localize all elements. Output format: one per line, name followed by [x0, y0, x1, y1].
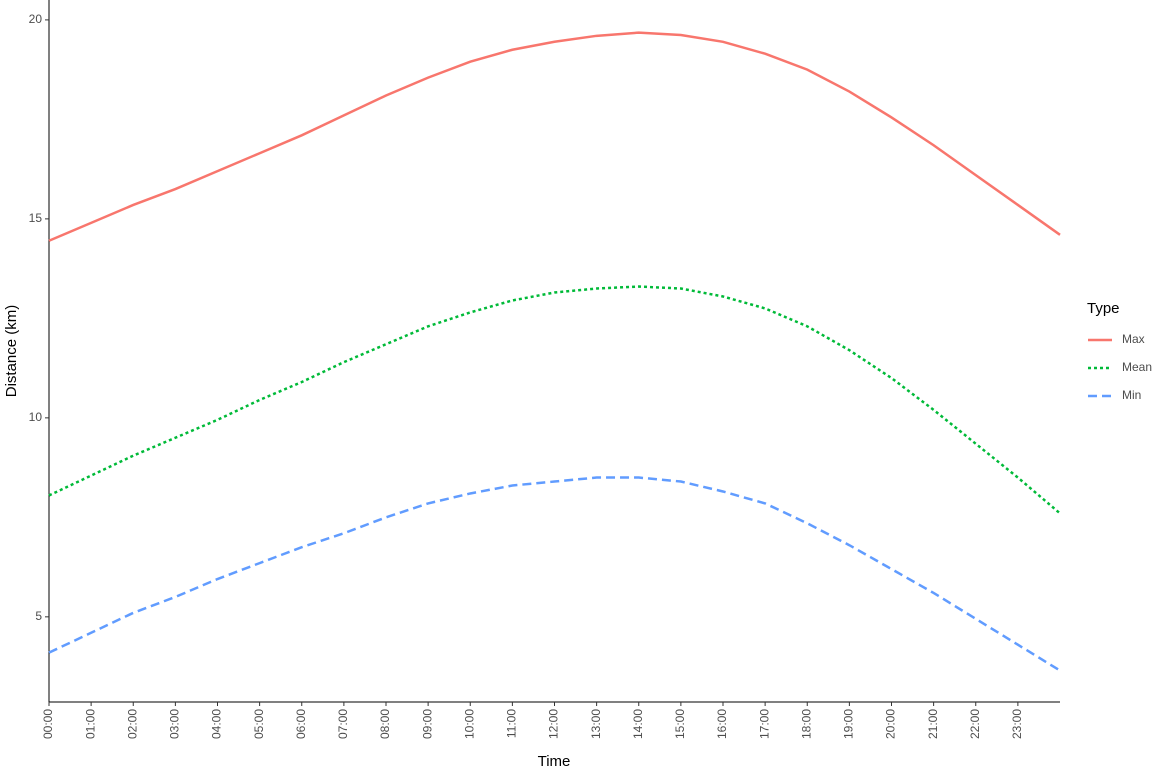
- x-tick-label: 22:00: [968, 709, 982, 739]
- x-tick-label: 07:00: [336, 709, 350, 739]
- y-tick-label: 15: [29, 211, 43, 225]
- series-line: [48, 476, 1061, 672]
- legend-label: Mean: [1122, 360, 1152, 374]
- y-tick-label: 5: [35, 609, 42, 623]
- x-tick-label: 16:00: [715, 709, 729, 739]
- x-tick-label: 05:00: [252, 709, 266, 739]
- x-tick-label: 09:00: [420, 709, 434, 739]
- x-axis-title: Time: [538, 753, 571, 770]
- x-tick-label: 14:00: [631, 709, 645, 739]
- x-tick-label: 00:00: [41, 709, 55, 739]
- series-line: [48, 285, 1061, 515]
- series-line: [48, 31, 1061, 242]
- x-tick-label: 08:00: [378, 709, 392, 739]
- x-tick-label: 15:00: [673, 709, 687, 739]
- x-tick-label: 18:00: [799, 709, 813, 739]
- x-tick-label: 02:00: [125, 709, 139, 739]
- x-tick-label: 04:00: [210, 709, 224, 739]
- x-tick-label: 11:00: [505, 709, 519, 738]
- x-tick-label: 17:00: [757, 709, 771, 739]
- x-tick-label: 01:00: [83, 709, 97, 739]
- y-tick-label: 20: [29, 12, 43, 26]
- x-tick-label: 20:00: [884, 709, 898, 739]
- x-tick-label: 23:00: [1010, 709, 1024, 739]
- x-tick-label: 21:00: [926, 709, 940, 739]
- x-tick-label: 10:00: [462, 709, 476, 739]
- legend-label: Max: [1122, 332, 1145, 346]
- x-tick-label: 06:00: [294, 709, 308, 739]
- legend-title: Type: [1087, 300, 1120, 317]
- x-tick-label: 13:00: [589, 709, 603, 739]
- y-axis-title: Distance (km): [3, 305, 20, 398]
- legend-label: Min: [1122, 388, 1141, 402]
- x-tick-label: 19:00: [842, 709, 856, 739]
- x-tick-label: 03:00: [168, 709, 182, 739]
- x-tick-label: 12:00: [547, 709, 561, 739]
- y-tick-label: 10: [29, 410, 43, 424]
